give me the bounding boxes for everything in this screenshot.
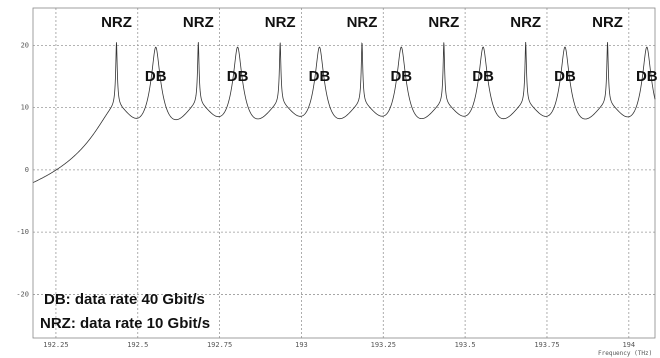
db-peak-label: DB [636, 68, 658, 85]
spectrum-trace [32, 42, 656, 183]
nrz-peak-label: NRZ [510, 14, 541, 31]
nrz-peak-label: NRZ [183, 14, 214, 31]
db-peak-label: DB [227, 68, 249, 85]
y-tick-label: -20 [16, 290, 29, 298]
x-tick-label: 193.25 [371, 341, 396, 349]
x-tick-label: 192.75 [207, 341, 232, 349]
db-peak-label: DB [145, 68, 167, 85]
legend-db: DB: data rate 40 Gbit/s [44, 291, 205, 308]
db-peak-label: DB [309, 68, 331, 85]
x-tick-label: 193.5 [455, 341, 476, 349]
x-axis-title: Frequency (THz) [598, 350, 652, 357]
y-tick-label: -10 [16, 228, 29, 236]
legend-nrz: NRZ: data rate 10 Gbit/s [40, 315, 210, 332]
db-peak-label: DB [554, 68, 576, 85]
nrz-peak-label: NRZ [101, 14, 132, 31]
y-tick-label: 0 [25, 166, 29, 174]
nrz-peak-label: NRZ [347, 14, 378, 31]
nrz-peak-label: NRZ [265, 14, 296, 31]
x-tick-label: 194 [622, 341, 635, 349]
plot-frame [32, 7, 656, 339]
nrz-peak-label: NRZ [592, 14, 623, 31]
x-tick-label: 192.5 [127, 341, 148, 349]
db-peak-label: DB [390, 68, 412, 85]
y-tick-label: 10 [21, 104, 29, 112]
x-tick-label: 193.75 [534, 341, 559, 349]
db-peak-label: DB [472, 68, 494, 85]
x-tick-label: 192.25 [43, 341, 68, 349]
y-tick-label: 20 [21, 41, 29, 49]
x-tick-label: 193 [295, 341, 308, 349]
nrz-peak-label: NRZ [428, 14, 459, 31]
